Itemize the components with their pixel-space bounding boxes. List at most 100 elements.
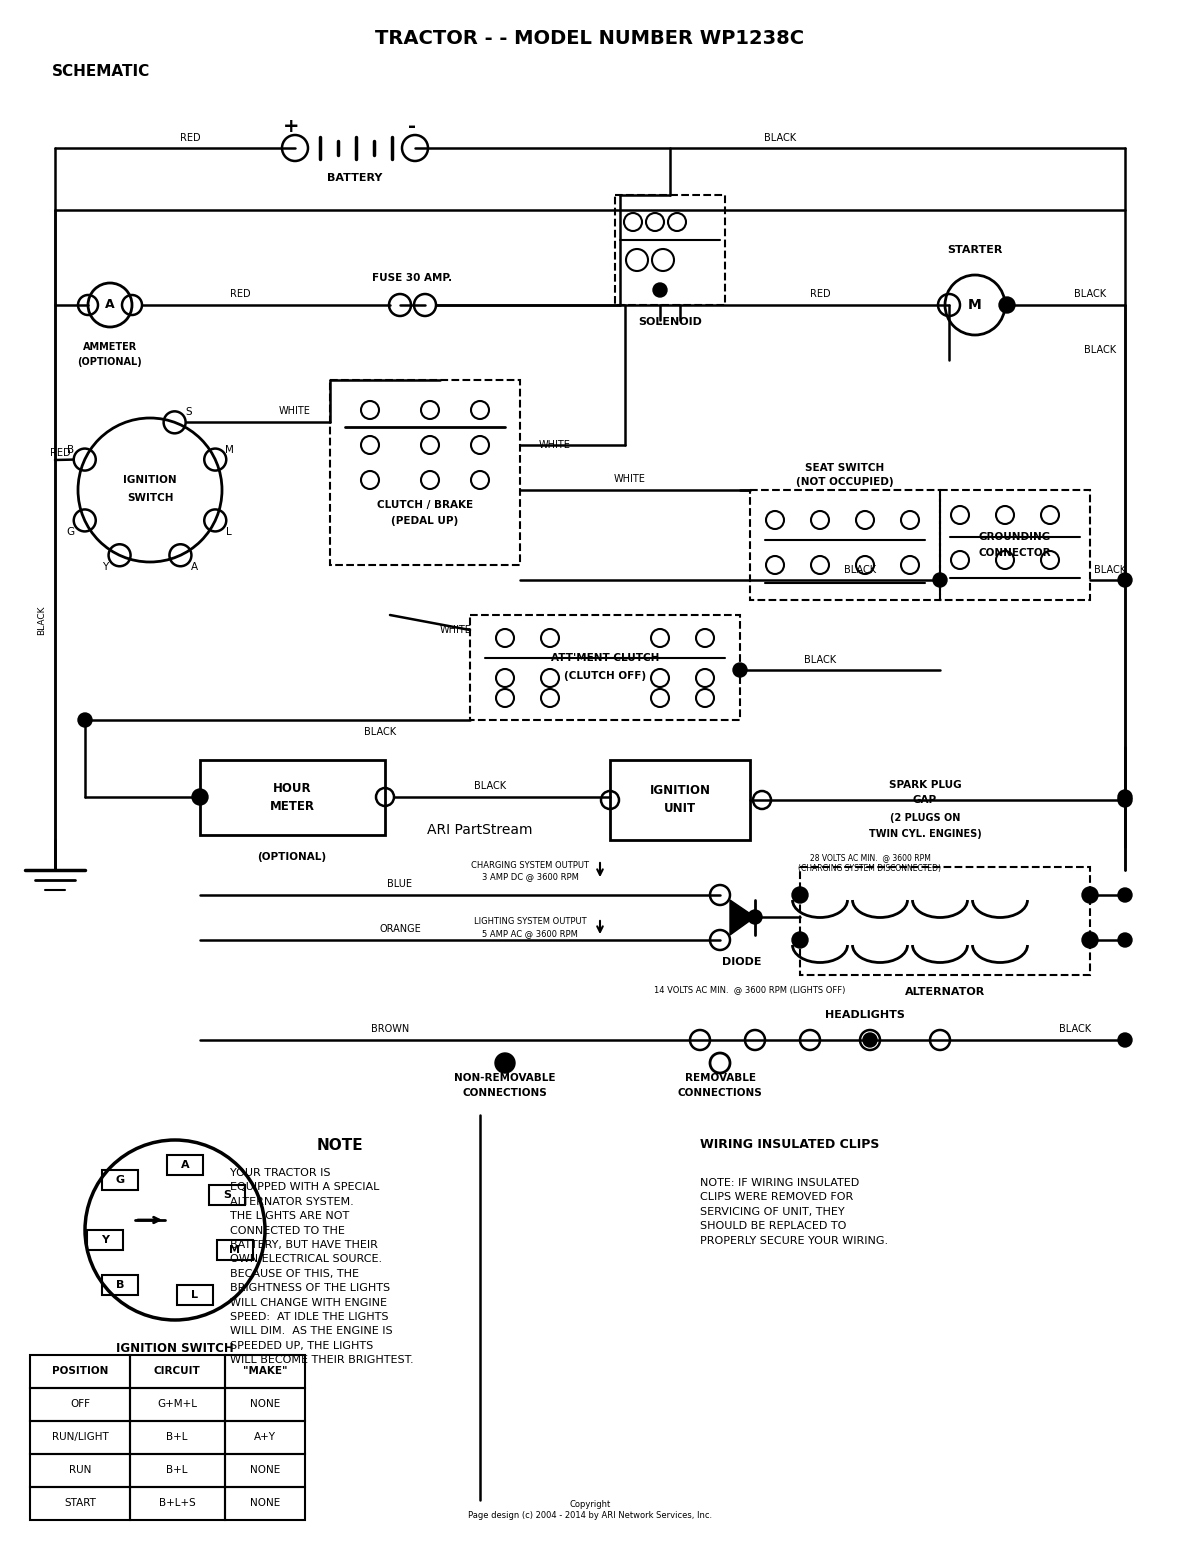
Text: BLACK: BLACK [844, 565, 876, 574]
Text: NON-REMOVABLE: NON-REMOVABLE [454, 1073, 556, 1082]
Text: CONNECTIONS: CONNECTIONS [677, 1089, 762, 1098]
Circle shape [1117, 791, 1132, 804]
Text: HOUR: HOUR [273, 781, 312, 795]
Text: Y: Y [103, 562, 109, 573]
Text: REMOVABLE: REMOVABLE [684, 1073, 755, 1082]
Text: DIODE: DIODE [722, 957, 762, 967]
Bar [209, 1184, 245, 1204]
Circle shape [1082, 886, 1099, 903]
Bar [130, 1454, 225, 1487]
Bar [940, 489, 1090, 601]
Bar [101, 1170, 138, 1190]
Text: AMMETER: AMMETER [83, 343, 137, 352]
Text: TWIN CYL. ENGINES): TWIN CYL. ENGINES) [868, 829, 982, 838]
Polygon shape [730, 900, 755, 936]
Bar [330, 380, 520, 565]
Bar [225, 1420, 304, 1454]
Text: M: M [225, 445, 234, 454]
Text: CONNECTIONS: CONNECTIONS [463, 1089, 548, 1098]
Text: NONE: NONE [250, 1498, 280, 1508]
Text: L: L [191, 1289, 198, 1300]
Text: -: - [408, 116, 417, 136]
Text: BLUE: BLUE [387, 879, 413, 889]
Text: NONE: NONE [250, 1399, 280, 1410]
Circle shape [1117, 794, 1132, 808]
Text: TRACTOR - - MODEL NUMBER WP1238C: TRACTOR - - MODEL NUMBER WP1238C [375, 28, 805, 48]
Bar [87, 1231, 123, 1251]
Bar [130, 1356, 225, 1388]
Text: B+L: B+L [166, 1465, 188, 1475]
Text: BATTERY: BATTERY [327, 173, 382, 184]
Text: Copyright
Page design (c) 2004 - 2014 by ARI Network Services, Inc.: Copyright Page design (c) 2004 - 2014 by… [468, 1501, 712, 1519]
Bar [130, 1420, 225, 1454]
Text: L: L [227, 528, 232, 537]
Text: BLACK: BLACK [1094, 565, 1126, 574]
Bar [800, 868, 1090, 974]
Bar [225, 1454, 304, 1487]
Bar [130, 1487, 225, 1519]
Circle shape [999, 296, 1015, 313]
Text: METER: METER [269, 800, 315, 812]
Text: OFF: OFF [70, 1399, 90, 1410]
Text: (PEDAL UP): (PEDAL UP) [392, 516, 459, 527]
Text: YOUR TRACTOR IS
EQUIPPED WITH A SPECIAL
ALTERNATOR SYSTEM.
THE LIGHTS ARE NOT
CO: YOUR TRACTOR IS EQUIPPED WITH A SPECIAL … [230, 1167, 414, 1365]
Text: CLUTCH / BRAKE: CLUTCH / BRAKE [376, 500, 473, 510]
Circle shape [1082, 933, 1099, 948]
Text: RED: RED [50, 448, 71, 459]
Text: ARI PartStream: ARI PartStream [427, 823, 532, 837]
Text: SOLENOID: SOLENOID [638, 317, 702, 327]
Text: IGNITION SWITCH: IGNITION SWITCH [116, 1342, 234, 1354]
Bar [30, 1487, 130, 1519]
Bar [199, 760, 385, 835]
Text: WIRING INSULATED CLIPS: WIRING INSULATED CLIPS [700, 1138, 879, 1152]
Text: WHITE: WHITE [539, 440, 571, 449]
Text: RUN: RUN [68, 1465, 91, 1475]
Text: Y: Y [101, 1235, 109, 1244]
Circle shape [192, 789, 208, 804]
Text: START: START [64, 1498, 96, 1508]
Circle shape [1117, 933, 1132, 946]
Text: (CHARGING SYSTEM DISCONNECTED): (CHARGING SYSTEM DISCONNECTED) [799, 863, 942, 872]
Text: BLACK: BLACK [1084, 344, 1116, 355]
Text: (2 PLUGS ON: (2 PLUGS ON [890, 814, 961, 823]
Text: BLACK: BLACK [1058, 1024, 1092, 1034]
Circle shape [78, 713, 92, 727]
Text: B+L+S: B+L+S [158, 1498, 196, 1508]
Text: SEAT SWITCH: SEAT SWITCH [806, 463, 885, 472]
Text: GROUNDING: GROUNDING [979, 533, 1051, 542]
Bar [225, 1487, 304, 1519]
Text: BLACK: BLACK [38, 605, 46, 635]
Text: ALTERNATOR: ALTERNATOR [905, 987, 985, 997]
Text: SWITCH: SWITCH [126, 493, 173, 503]
Text: (OPTIONAL): (OPTIONAL) [78, 357, 143, 367]
Text: STARTER: STARTER [948, 245, 1003, 255]
Text: FUSE 30 AMP.: FUSE 30 AMP. [372, 273, 452, 283]
Text: WHITE: WHITE [440, 625, 472, 635]
Text: (NOT OCCUPIED): (NOT OCCUPIED) [796, 477, 893, 486]
Text: HEADLIGHTS: HEADLIGHTS [825, 1010, 905, 1021]
Text: RUN/LIGHT: RUN/LIGHT [52, 1431, 109, 1442]
Text: ATT'MENT CLUTCH: ATT'MENT CLUTCH [551, 653, 660, 662]
Text: NOTE: IF WIRING INSULATED
CLIPS WERE REMOVED FOR
SERVICING OF UNIT, THEY
SHOULD : NOTE: IF WIRING INSULATED CLIPS WERE REM… [700, 1178, 889, 1246]
Text: A: A [105, 298, 114, 312]
Text: +: + [283, 116, 300, 136]
Text: G: G [116, 1175, 125, 1184]
Bar [30, 1454, 130, 1487]
Text: B: B [67, 445, 74, 454]
Text: B+L: B+L [166, 1431, 188, 1442]
Text: ORANGE: ORANGE [379, 923, 421, 934]
Text: 14 VOLTS AC MIN.  @ 3600 RPM (LIGHTS OFF): 14 VOLTS AC MIN. @ 3600 RPM (LIGHTS OFF) [655, 985, 846, 994]
Bar [217, 1240, 253, 1260]
Text: (CLUTCH OFF): (CLUTCH OFF) [564, 672, 647, 681]
Text: CONNECTOR: CONNECTOR [978, 548, 1051, 557]
Text: SPARK PLUG: SPARK PLUG [889, 780, 962, 791]
Text: CHARGING SYSTEM OUTPUT: CHARGING SYSTEM OUTPUT [471, 860, 589, 869]
Text: (OPTIONAL): (OPTIONAL) [257, 852, 327, 862]
Circle shape [792, 886, 808, 903]
Circle shape [1117, 888, 1132, 902]
Bar [225, 1356, 304, 1388]
Bar [168, 1155, 203, 1175]
Text: G: G [67, 528, 74, 537]
Text: M: M [968, 298, 982, 312]
Text: BLACK: BLACK [1074, 289, 1106, 300]
